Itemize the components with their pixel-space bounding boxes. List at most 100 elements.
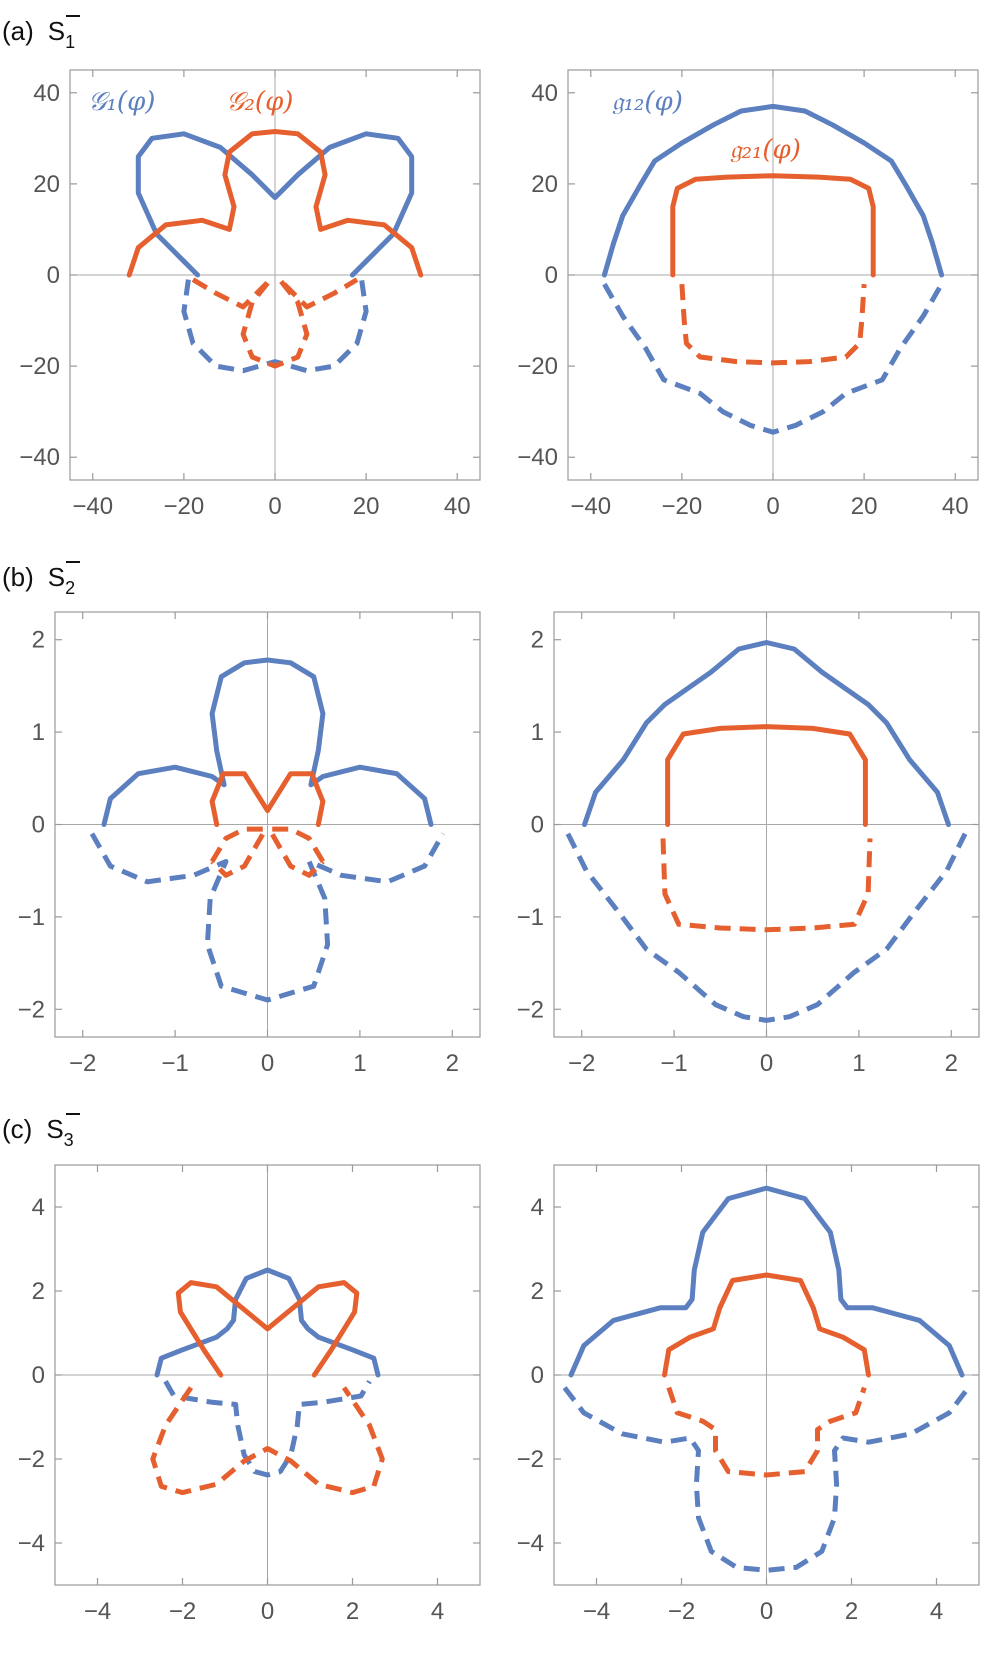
x-tick-label: 20 <box>851 493 878 520</box>
series-0-solid <box>582 640 951 827</box>
y-tick-label: 1 <box>32 719 45 746</box>
svg-text:(b)S2: (b) S2 <box>2 562 75 598</box>
row-label-a: (a) S1 <box>2 15 80 52</box>
y-tick-label: 0 <box>32 812 45 839</box>
series-0-solid <box>101 657 434 827</box>
x-tick-label: 0 <box>261 1050 274 1077</box>
panel-b-left: −2 −2 −1 −1 0 0 1 1 2 2 <box>18 611 481 1077</box>
series-1-dashed <box>191 277 359 369</box>
x-tick-label: 40 <box>444 493 471 520</box>
legend-g21: 𝔤₂₁(φ) <box>730 135 801 165</box>
series-2-dashed <box>266 826 326 878</box>
y-tick-label: −2 <box>517 1446 544 1473</box>
x-tick-label: −1 <box>161 1050 188 1077</box>
x-tick-label: 0 <box>766 493 779 520</box>
series-1-solid <box>670 173 876 278</box>
y-tick-label: 0 <box>47 262 60 289</box>
y-tick-label: 20 <box>531 171 558 198</box>
x-tick-label: 4 <box>930 1598 943 1625</box>
y-tick-label: −20 <box>517 353 558 380</box>
x-tick-label: −4 <box>84 1598 111 1625</box>
series-1-solid <box>665 724 868 827</box>
x-tick-label: −40 <box>570 493 611 520</box>
y-tick-label: −2 <box>18 1446 45 1473</box>
y-tick-label: −40 <box>19 444 60 471</box>
x-tick-label: −2 <box>568 1050 595 1077</box>
y-tick-label: 1 <box>531 719 544 746</box>
series-0-solid <box>135 131 415 278</box>
series-1-dashed <box>150 1386 385 1496</box>
series-0-solid <box>568 1185 965 1378</box>
svg-text:(a)S1: (a) S1 <box>2 16 75 52</box>
y-tick-label: −4 <box>18 1530 45 1557</box>
x-tick-label: −40 <box>72 493 113 520</box>
series-1-solid <box>662 1272 871 1378</box>
x-tick-label: −2 <box>668 1598 695 1625</box>
x-tick-label: 2 <box>346 1598 359 1625</box>
x-tick-label: 1 <box>353 1050 366 1077</box>
x-tick-label: 0 <box>760 1598 773 1625</box>
y-tick-label: 0 <box>531 1362 544 1389</box>
series-1-dashed <box>679 283 867 366</box>
y-tick-label: −1 <box>517 904 544 931</box>
y-tick-label: −40 <box>517 444 558 471</box>
y-tick-label: −20 <box>19 353 60 380</box>
series-0-dashed <box>565 832 968 1023</box>
x-tick-label: 2 <box>945 1050 958 1077</box>
x-tick-label: −2 <box>69 1050 96 1077</box>
x-tick-label: 0 <box>268 493 281 520</box>
x-tick-label: −20 <box>662 493 703 520</box>
x-tick-label: −4 <box>583 1598 610 1625</box>
series-0-dashed <box>602 282 944 435</box>
y-tick-label: 2 <box>531 1278 544 1305</box>
series-0-dashed <box>181 279 369 374</box>
series-0-solid <box>154 1267 381 1378</box>
svg-text:(c)S3: (c) S3 <box>2 1114 74 1150</box>
series-0-dashed <box>562 1386 971 1573</box>
y-tick-label: 4 <box>32 1194 45 1221</box>
series-1-solid <box>126 129 424 278</box>
panel-c-left: −4 −4 −2 −2 0 0 2 2 4 4 <box>18 1164 481 1625</box>
panel-b-right: −2 −2 −1 −1 0 0 1 1 2 2 <box>517 611 980 1077</box>
y-tick-label: 0 <box>545 262 558 289</box>
x-tick-label: −1 <box>660 1050 687 1077</box>
series-1-dashed <box>209 826 269 878</box>
panel-a-right: −40 −40 −20 −20 0 0 20 20 40 40 <box>517 69 979 520</box>
legend-g1: 𝒢₁(φ) <box>88 87 155 117</box>
y-tick-label: 40 <box>531 80 558 107</box>
x-tick-label: 0 <box>261 1598 274 1625</box>
y-tick-label: −2 <box>517 996 544 1023</box>
x-tick-label: 2 <box>845 1598 858 1625</box>
y-tick-label: 20 <box>33 171 60 198</box>
x-tick-label: 40 <box>942 493 969 520</box>
x-tick-label: 0 <box>760 1050 773 1077</box>
series-1-solid <box>175 1280 360 1378</box>
x-tick-label: −20 <box>164 493 205 520</box>
series-1-dashed <box>660 838 873 933</box>
y-tick-label: 2 <box>32 1278 45 1305</box>
x-tick-label: −2 <box>169 1598 196 1625</box>
series-0-dashed <box>89 832 446 1003</box>
series-0-solid <box>601 103 945 278</box>
y-tick-label: −1 <box>18 904 45 931</box>
y-tick-label: 2 <box>32 627 45 654</box>
legend-g12: 𝔤₁₂(φ) <box>612 87 683 117</box>
y-tick-label: −2 <box>18 996 45 1023</box>
row-label-c: (c) S3 <box>2 1113 80 1150</box>
x-tick-label: 2 <box>446 1050 459 1077</box>
panel-a-left: −40 −40 −20 −20 0 0 20 20 40 40 <box>19 69 481 520</box>
row-label-b: (b) S2 <box>2 561 80 598</box>
series-1-dashed <box>666 1386 867 1478</box>
series-1-solid <box>209 771 326 827</box>
y-tick-label: −4 <box>517 1530 544 1557</box>
y-tick-label: 0 <box>32 1362 45 1389</box>
y-tick-label: 40 <box>33 80 60 107</box>
x-tick-label: 4 <box>431 1598 444 1625</box>
x-tick-label: 20 <box>353 493 380 520</box>
y-tick-label: 2 <box>531 627 544 654</box>
legend-g2: 𝒢₂(φ) <box>226 87 293 117</box>
x-tick-label: 1 <box>852 1050 865 1077</box>
series-0-dashed <box>163 1380 372 1478</box>
y-tick-label: 4 <box>531 1194 544 1221</box>
